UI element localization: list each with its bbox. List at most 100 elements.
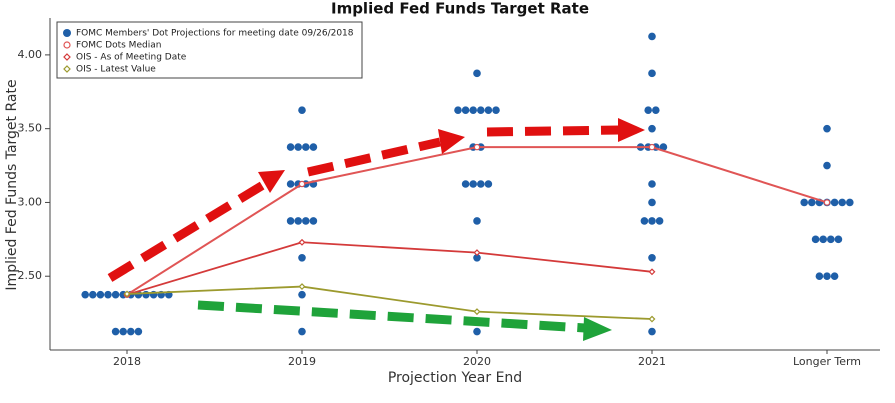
red-arrow-shaft: [486, 125, 621, 137]
dot: [811, 235, 820, 244]
dot: [652, 106, 660, 115]
line-series: [126, 285, 653, 320]
dot: [294, 143, 303, 151]
dot: [477, 106, 485, 115]
legend-label: OIS - As of Meeting Date: [76, 53, 187, 63]
dot: [648, 124, 656, 133]
line-marker: [648, 268, 656, 276]
y-tick-label: 3.00: [18, 195, 43, 208]
dot: [808, 198, 816, 207]
dot: [473, 253, 481, 262]
dot: [648, 180, 656, 188]
dot: [142, 290, 150, 299]
x-tick-label: Longer Term: [793, 355, 861, 368]
y-tick-label: 2.50: [18, 269, 43, 282]
dot: [644, 106, 652, 115]
red-arrow-head: [258, 170, 285, 193]
dot: [89, 290, 97, 299]
dot: [286, 180, 295, 188]
x-axis-title: Projection Year End: [388, 370, 522, 386]
dot: [127, 327, 135, 336]
legend-label: OIS - Latest Value: [76, 65, 156, 75]
dot: [286, 217, 295, 225]
legend-swatch: [63, 29, 71, 37]
legend-label: FOMC Members' Dot Projections for meetin…: [76, 29, 354, 39]
line-series: [126, 241, 653, 296]
x-tick-label: 2020: [463, 355, 491, 368]
y-tick-label: 3.50: [18, 122, 43, 135]
dot: [298, 327, 306, 336]
legend-swatch: [63, 41, 71, 49]
dot: [640, 217, 649, 225]
dot: [823, 124, 831, 133]
red-arrow-head: [438, 129, 465, 154]
red-arrow-head: [618, 118, 645, 142]
dot: [298, 106, 306, 115]
dot: [111, 327, 120, 336]
line-marker: [473, 143, 481, 151]
red-arrow-shaft: [107, 178, 271, 282]
dot: [298, 290, 306, 299]
green-arrow-head: [583, 317, 612, 341]
dot: [823, 272, 831, 281]
dot: [302, 217, 310, 225]
dot: [659, 143, 668, 151]
dot: [800, 198, 808, 207]
dot: [830, 272, 839, 281]
dot: [461, 180, 470, 188]
dot: [96, 290, 105, 299]
dot: [302, 143, 310, 151]
dot: [119, 327, 127, 336]
dot: [830, 198, 839, 207]
dot: [473, 217, 481, 225]
dot: [469, 180, 478, 188]
dot: [134, 327, 143, 336]
legend-swatch: [63, 65, 71, 73]
dot: [111, 290, 120, 299]
dot: [286, 143, 295, 151]
dot: [823, 161, 831, 170]
legend-swatch: [63, 53, 71, 61]
dot: [838, 198, 846, 207]
dot: [461, 106, 470, 115]
y-tick-label: 4.00: [18, 48, 43, 61]
dot: [827, 235, 835, 244]
dot: [484, 180, 493, 188]
line-marker: [648, 143, 656, 151]
dot: [648, 327, 656, 336]
dot: [648, 69, 656, 78]
dot: [846, 198, 854, 207]
dot: [104, 290, 112, 299]
dot: [309, 217, 318, 225]
dot: [294, 217, 303, 225]
dot: [492, 106, 500, 115]
dot: [454, 106, 462, 115]
dot: [648, 32, 656, 41]
line-marker: [473, 249, 481, 257]
legend-label: FOMC Dots Median: [76, 41, 161, 51]
line-marker: [298, 180, 306, 188]
line-marker: [648, 315, 656, 323]
dot: [473, 327, 481, 336]
line-marker: [123, 290, 131, 298]
x-tick-label: 2021: [638, 355, 666, 368]
y-axis-title: Implied Fed Funds Target Rate: [4, 79, 20, 290]
dot: [484, 106, 493, 115]
line-marker: [823, 199, 831, 206]
dot: [819, 235, 827, 244]
dot: [477, 180, 485, 188]
dot: [81, 290, 89, 299]
dot: [298, 253, 306, 262]
green-arrow-shaft: [197, 300, 586, 333]
x-tick-label: 2019: [288, 355, 316, 368]
dot: [648, 198, 656, 207]
dot: [309, 143, 318, 151]
dot: [648, 217, 656, 225]
chart-title: Implied Fed Funds Target Rate: [331, 0, 589, 18]
dot: [655, 217, 664, 225]
dot: [815, 272, 824, 281]
annotation-arrows: [107, 118, 645, 341]
dot: [473, 69, 481, 78]
line-marker: [473, 308, 481, 316]
